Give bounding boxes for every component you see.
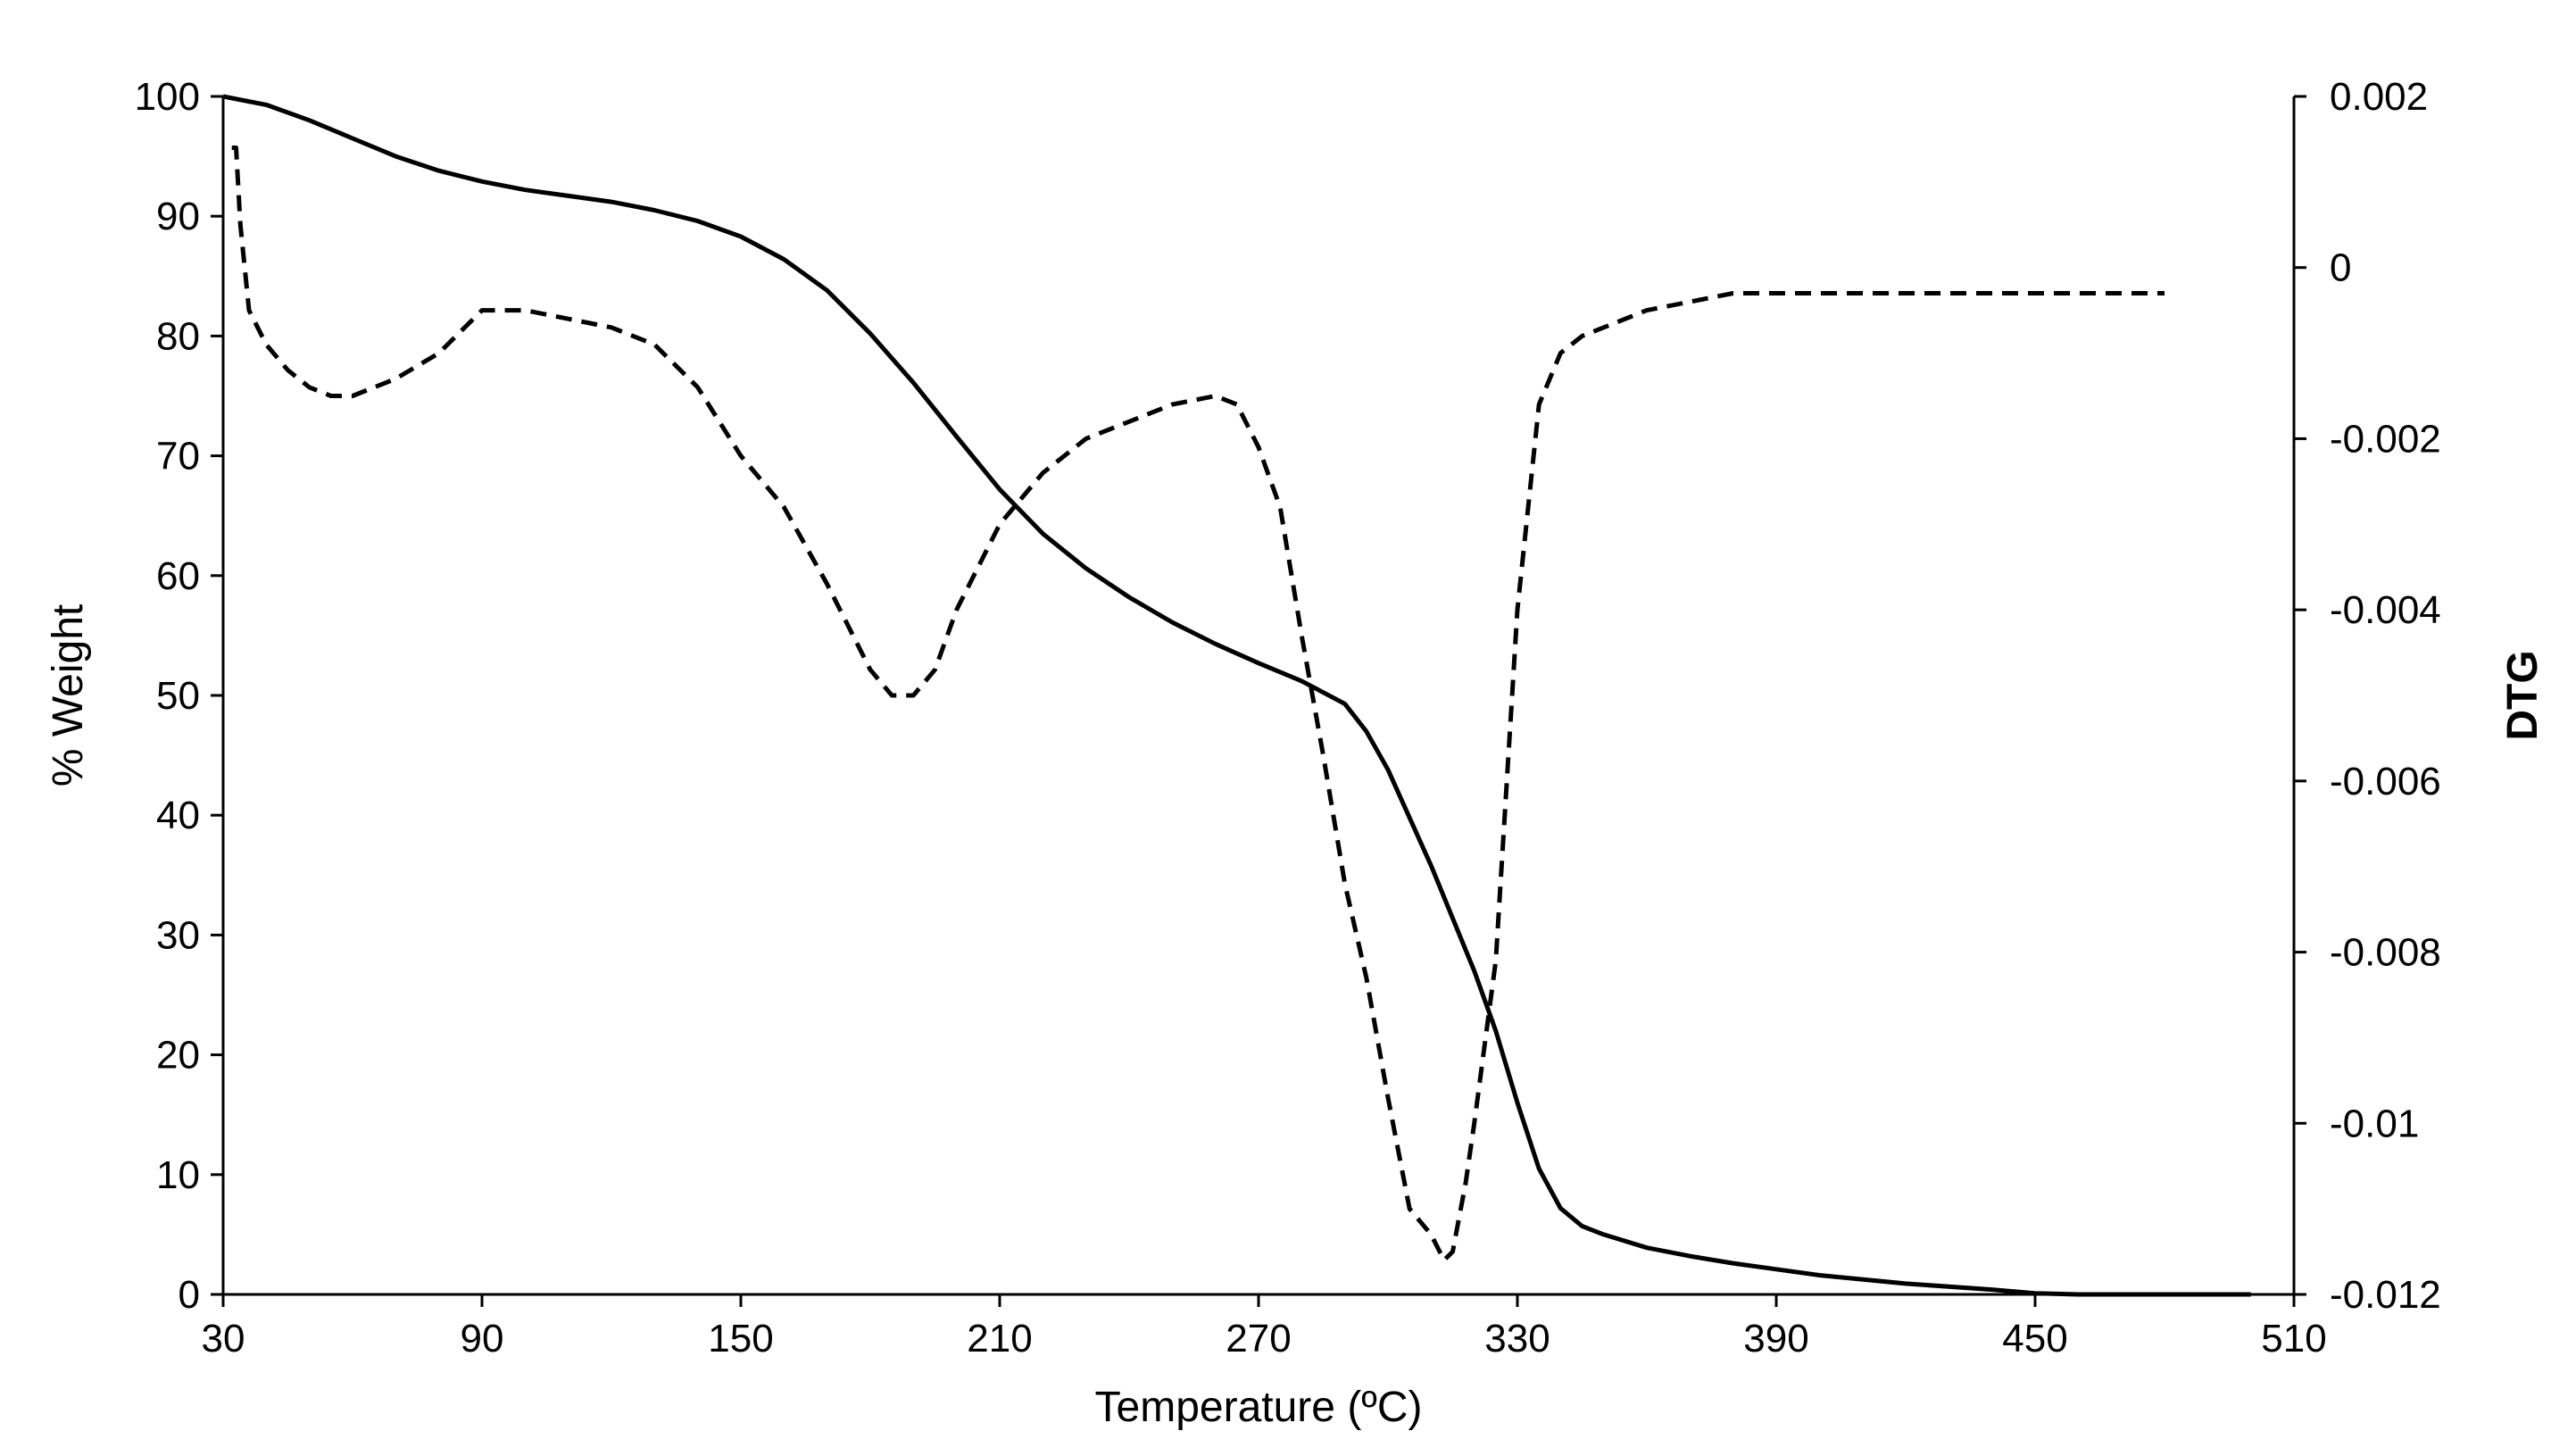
- y-tick-label: 20: [156, 1034, 200, 1077]
- y-tick-label: 10: [156, 1153, 200, 1197]
- y2-tick-label: -0.012: [2330, 1273, 2441, 1317]
- y2-tick-label: 0.002: [2330, 75, 2428, 119]
- y-tick-label: 0: [179, 1273, 200, 1317]
- y-tick-label: 30: [156, 913, 200, 957]
- y2-tick-label: -0.004: [2330, 588, 2441, 632]
- x-tick-label: 210: [967, 1317, 1032, 1360]
- y2-tick-label: -0.002: [2330, 417, 2441, 461]
- y-axis-right-title: DTG: [2499, 650, 2547, 740]
- y-ticks-left: 0 10 20 30 40 50 60 70 80 90 100: [135, 75, 223, 1317]
- weight-solid-line: [222, 94, 2251, 1297]
- series-layer: [222, 94, 2251, 1297]
- x-tick-label: 390: [1743, 1317, 1808, 1360]
- dtg-dashed-line: [231, 146, 2165, 1263]
- x-ticks: 30 90 150 210 270 330 390 450 510: [202, 1294, 2327, 1360]
- y2-tick-label: -0.008: [2330, 931, 2441, 975]
- y-tick-label: 90: [156, 195, 200, 238]
- y-tick-label: 80: [156, 314, 200, 358]
- y-tick-label: 100: [135, 75, 200, 119]
- x-axis-title: Temperature (ºC): [1095, 1384, 1423, 1431]
- y2-tick-label: -0.01: [2330, 1102, 2419, 1145]
- x-tick-label: 510: [2261, 1317, 2326, 1360]
- x-tick-label: 450: [2002, 1317, 2067, 1360]
- y-tick-label: 50: [156, 674, 200, 718]
- x-tick-label: 150: [708, 1317, 773, 1360]
- x-tick-label: 330: [1484, 1317, 1550, 1360]
- y-ticks-right: -0.012 -0.01 -0.008 -0.006 -0.004 -0.002 0 0.00…: [2294, 75, 2441, 1317]
- x-tick-label: 30: [202, 1317, 245, 1360]
- y2-tick-label: 0: [2330, 246, 2351, 290]
- y-tick-label: 70: [156, 435, 200, 478]
- x-tick-label: 270: [1226, 1317, 1291, 1360]
- x-tick-label: 90: [461, 1317, 504, 1360]
- y-tick-label: 40: [156, 794, 200, 837]
- axes: [221, 96, 2296, 1296]
- y-tick-label: 60: [156, 554, 200, 598]
- y2-tick-label: -0.006: [2330, 760, 2441, 803]
- y-axis-left-title: % Weight: [45, 604, 92, 787]
